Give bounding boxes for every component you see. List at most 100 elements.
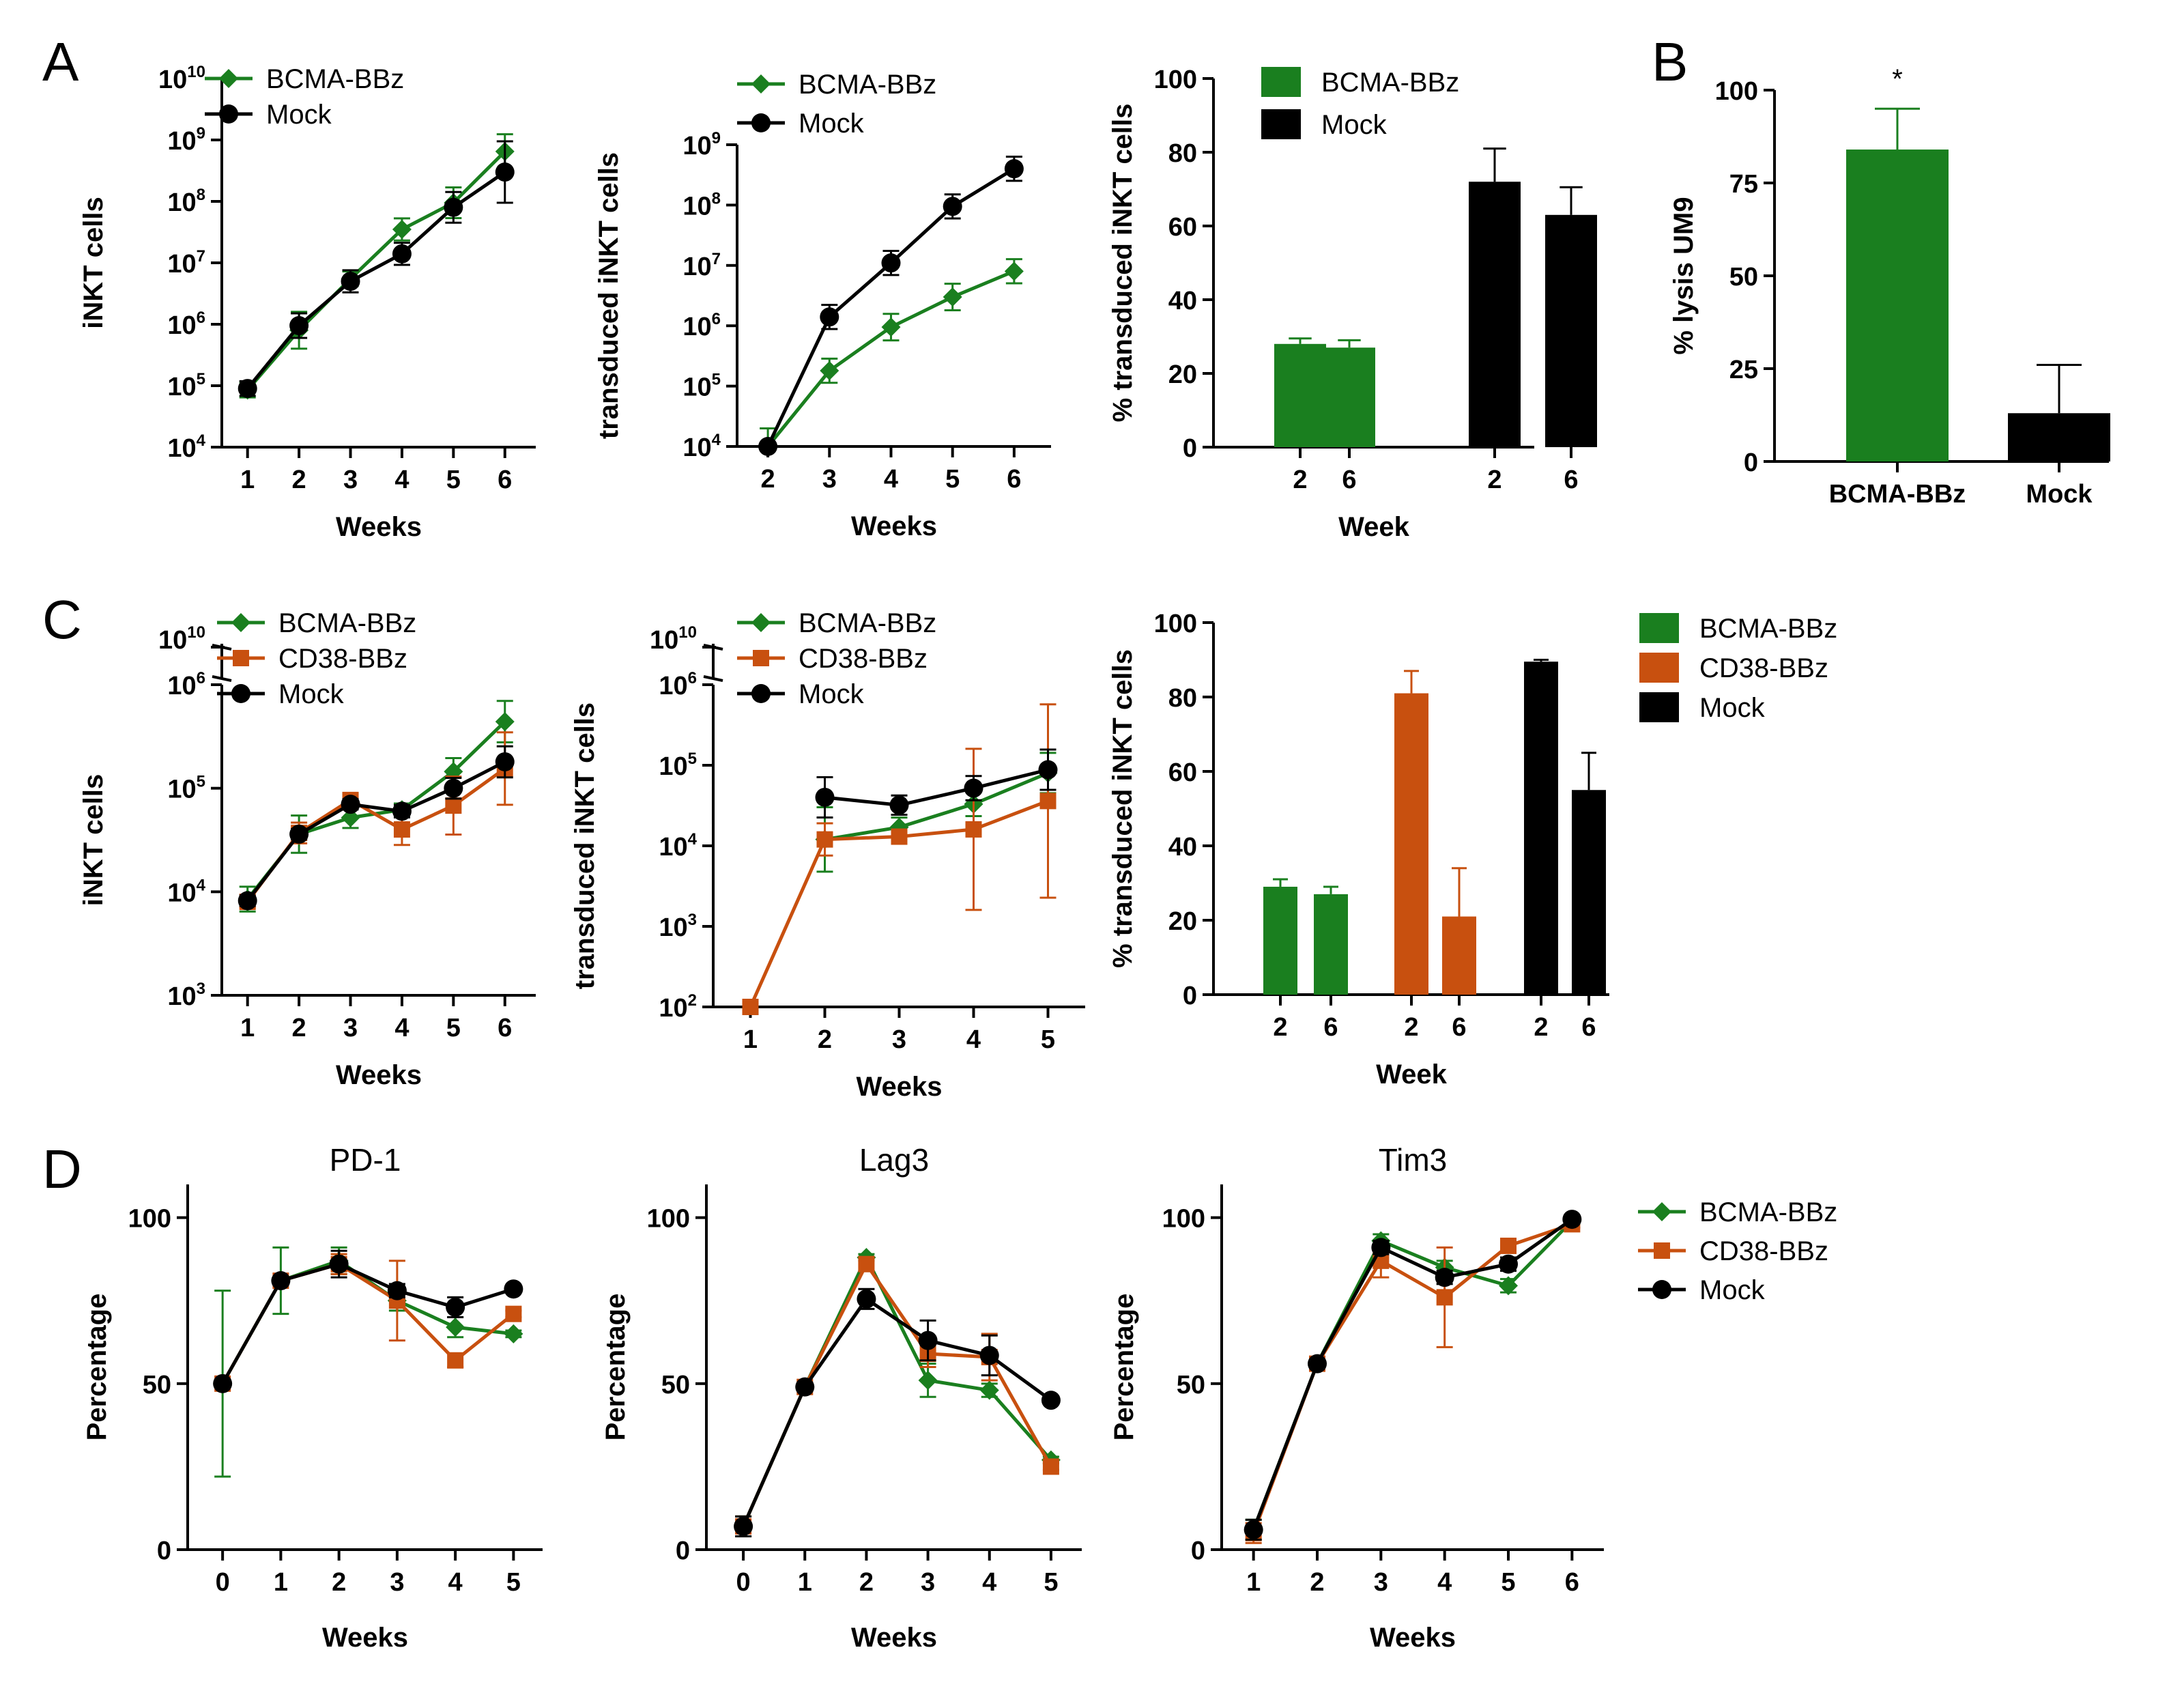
chart-b: 0 25 50 75 100 BCMA-BBz Mock % lysis UM9 * <box>1669 64 2110 509</box>
y-axis-label: % lysis UM9 <box>1669 197 1699 354</box>
legend-label-mock: Mock <box>799 109 865 139</box>
y-tick-label: 104 <box>659 830 697 862</box>
x-tick-label: 6 <box>1342 466 1356 494</box>
axis-break-mark <box>703 675 723 682</box>
y-tick-label: 1010 <box>650 623 697 655</box>
x-tick-label: 4 <box>448 1568 463 1597</box>
series-line-bcma-bbz <box>246 150 506 391</box>
data-point-mock <box>392 801 412 821</box>
y-tick-label: 102 <box>659 991 697 1023</box>
x-tick-label: 2 <box>1534 1013 1548 1042</box>
x-tick-label: 0 <box>736 1568 751 1597</box>
legend-label-cd38-bbz: CD38-BBz <box>799 644 928 674</box>
x-tick-label: 1 <box>274 1568 288 1597</box>
series-mock <box>1244 1210 1582 1541</box>
y-axis-label: iNKT cells <box>78 774 109 906</box>
y-tick-label: 100 <box>1154 66 1197 94</box>
chart-a2: 104 105 106 107 108 109 2 3 4 5 6 transduced iNKT c… <box>594 70 1051 541</box>
series-cd38-bbz <box>214 1253 522 1392</box>
data-point-mock <box>1244 1520 1263 1539</box>
y-tick-label: 109 <box>682 129 721 160</box>
y-tick-label: 0 <box>1183 982 1197 1010</box>
data-point-bcma-bbz <box>495 712 515 732</box>
y-tick-label: 50 <box>1729 263 1758 291</box>
x-tick-label: 6 <box>1565 1568 1579 1597</box>
data-point-bcma-bbz <box>943 287 962 307</box>
y-tick-label: 20 <box>1168 360 1197 389</box>
x-tick-label: 2 <box>332 1568 346 1597</box>
series-mock <box>238 745 515 911</box>
data-point-mock <box>758 437 778 456</box>
y-axis-label: transduced iNKT cells <box>570 702 600 989</box>
data-point-bcma-bbz <box>1004 261 1024 281</box>
data-point-mock <box>271 1271 291 1291</box>
data-point-bcma-bbz <box>820 361 839 381</box>
y-tick-label: 25 <box>1729 356 1758 384</box>
y-tick-label: 105 <box>682 371 721 402</box>
legend-marker-bcma-bbz <box>231 613 250 632</box>
x-axis-label: Weeks <box>851 511 937 541</box>
y-tick-label: 20 <box>1168 907 1197 936</box>
legend-marker-cd38-bbz <box>233 650 249 666</box>
data-point-mock <box>1041 1391 1061 1410</box>
data-point-mock <box>889 795 909 815</box>
y-axis-label: Percentage <box>1109 1294 1139 1441</box>
legend-label-cd38-bbz: CD38-BBz <box>1699 653 1828 683</box>
x-tick-label: Mock <box>2026 480 2093 509</box>
series-line-bcma-bbz <box>766 270 1015 448</box>
x-tick-label: 6 <box>1007 465 1021 494</box>
chart-d1: 0 50 100 0 1 2 3 4 5 Percentage Weeks PD-1 <box>82 1142 543 1653</box>
x-tick-label: 4 <box>394 1014 409 1042</box>
series-line-cd38-bbz <box>741 1260 1053 1527</box>
y-tick-label: 0 <box>1183 434 1197 463</box>
data-point-cd38-bbz <box>447 1352 464 1369</box>
legend-label-bcma-bbz: BCMA-BBz <box>266 64 404 94</box>
legend-swatch-mock <box>1639 692 1679 722</box>
series-cd38-bbz <box>742 703 1057 1015</box>
y-axis-label: Percentage <box>82 1294 112 1441</box>
data-point-bcma-bbz <box>881 317 901 337</box>
x-axis-label: Weeks <box>851 1623 937 1653</box>
chart-c1: 103 104 105 106 1010 1 2 3 4 5 6 iNKT cells Weeks BCM… <box>78 608 536 1090</box>
legend-swatch-bcma-bbz <box>1261 67 1301 97</box>
y-axis-label: % transduced iNKT cells <box>1108 649 1138 968</box>
legend-label-bcma-bbz: BCMA-BBz <box>278 608 416 638</box>
legend-label-bcma-bbz: BCMA-BBz <box>799 608 936 638</box>
y-tick-label: 1010 <box>158 623 205 655</box>
data-point-bcma-bbz <box>979 1380 999 1400</box>
y-tick-label: 106 <box>659 669 697 700</box>
data-point-bcma-bbz <box>1499 1276 1518 1296</box>
x-tick-label: 6 <box>498 1014 512 1042</box>
data-point-mock <box>444 778 463 798</box>
series-mock <box>213 1249 523 1393</box>
data-point-mock <box>495 162 515 182</box>
series-line-bcma-bbz <box>741 1253 1052 1527</box>
data-point-mock <box>1371 1238 1391 1257</box>
series-line-bcma-bbz <box>246 720 506 900</box>
x-tick-label: 3 <box>343 466 358 494</box>
chart-c3: 0 20 40 60 80 100 2 6 2 6 2 6 % transduced iNKT cell… <box>1108 610 1837 1090</box>
x-tick-label: 5 <box>1501 1568 1515 1597</box>
y-tick-label: 50 <box>143 1371 171 1399</box>
data-point-mock <box>387 1281 407 1300</box>
legend-marker-bcma-bbz <box>751 74 771 94</box>
x-axis-label: Weeks <box>336 512 422 542</box>
x-axis-label: Weeks <box>856 1072 942 1102</box>
series-cd38-bbz <box>735 1255 1059 1538</box>
panel-letter-a: A <box>42 31 79 92</box>
x-tick-label: 5 <box>945 465 960 494</box>
data-point-mock <box>446 1297 465 1317</box>
data-point-mock <box>238 891 257 911</box>
legend-label-bcma-bbz: BCMA-BBz <box>1321 68 1459 98</box>
y-tick-label: 80 <box>1168 684 1197 713</box>
data-point-mock <box>979 1346 999 1365</box>
data-point-cd38-bbz <box>965 821 982 838</box>
chart-c2: 102 103 104 105 106 1010 1 2 3 4 5 transduced iNKT … <box>570 608 1085 1102</box>
x-tick-label: 4 <box>884 465 898 494</box>
series-line-cd38-bbz <box>246 767 506 903</box>
y-axis-label: iNKT cells <box>78 197 109 328</box>
x-tick-label: 1 <box>743 1025 758 1054</box>
panel-letter-c: C <box>42 589 82 650</box>
x-tick-label: 1 <box>240 466 255 494</box>
